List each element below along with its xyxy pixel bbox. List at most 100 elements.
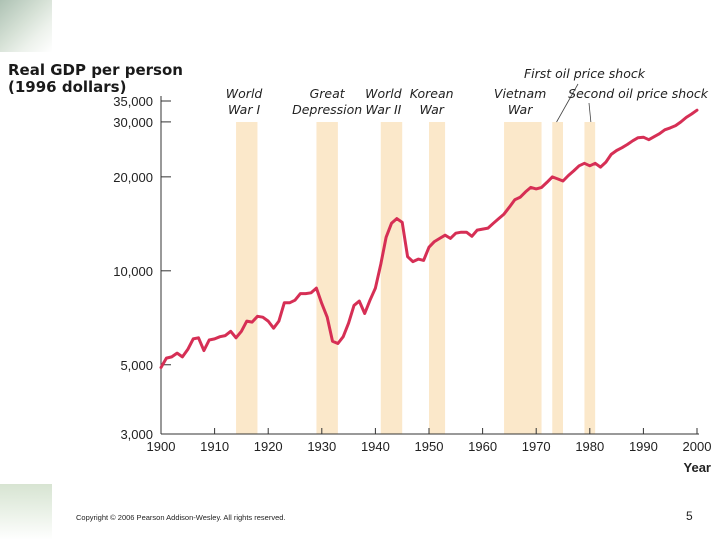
y-tick-label: 30,000 (113, 115, 153, 130)
data-point (396, 217, 398, 220)
axes: 3,000 5,000 10,000 20,000 30,000 35,000 1900 19… (113, 94, 711, 454)
data-point (331, 340, 334, 343)
data-point (192, 338, 194, 340)
band-world-war-1 (236, 122, 258, 434)
data-point (615, 149, 618, 152)
x-tick-label: 1960 (468, 439, 497, 454)
data-point (353, 304, 355, 307)
data-point (508, 206, 511, 208)
y-tick-label: 35,000 (113, 94, 153, 109)
data-point (696, 109, 698, 111)
data-point (369, 299, 371, 302)
band-label-world-war-2: World (365, 86, 402, 101)
data-point (449, 237, 452, 240)
second-oil-price-shock-label: Second oil price shock (568, 86, 709, 101)
data-point (540, 186, 543, 189)
data-point (594, 162, 596, 165)
data-point (642, 136, 645, 138)
x-axis-title: Year (684, 460, 711, 475)
data-point (455, 232, 457, 234)
data-point (288, 302, 291, 304)
data-point (197, 337, 200, 339)
data-point (337, 342, 339, 345)
band-second-oil-price-shock (584, 122, 596, 434)
data-point (213, 338, 216, 340)
band-label-korean-war: Korean (410, 86, 454, 101)
data-point (481, 228, 484, 230)
x-tick-label: 1900 (147, 439, 176, 454)
series-layer (159, 108, 699, 369)
data-point (170, 356, 173, 358)
band-great-depression (316, 122, 338, 434)
leader-line-first-oil-price-shock (556, 83, 579, 123)
copyright-notice: Copyright © 2006 Pearson Addison-Wesley.… (76, 513, 286, 522)
y-tick-label: 3,000 (120, 427, 153, 442)
data-point (690, 113, 693, 115)
data-point (621, 146, 623, 149)
x-tick-label: 1920 (254, 439, 283, 454)
data-point (487, 227, 489, 229)
data-point (347, 322, 350, 324)
leader-line-second-oil-price-shock (588, 102, 592, 123)
data-point (380, 263, 382, 266)
data-point (358, 300, 361, 302)
band-world-war-2 (380, 122, 403, 434)
data-point (605, 161, 607, 163)
event-bands (236, 122, 596, 434)
y-tick-label: 20,000 (113, 170, 153, 185)
data-point (251, 321, 253, 323)
data-point (524, 191, 527, 193)
data-point (653, 135, 655, 138)
data-point (664, 129, 666, 131)
data-point (374, 287, 377, 289)
data-point (465, 231, 468, 233)
data-point (406, 255, 409, 258)
data-point (572, 170, 575, 172)
data-point (626, 143, 629, 146)
data-point (385, 236, 387, 239)
data-point (460, 231, 463, 233)
data-point (444, 234, 446, 236)
x-tick-label: 1940 (361, 439, 390, 454)
band-label-world-war-2: War II (366, 102, 402, 117)
data-point (497, 217, 500, 220)
data-point (278, 320, 280, 322)
data-point (417, 258, 420, 260)
band-first-oil-price-shock (552, 122, 563, 434)
data-point (471, 235, 473, 238)
x-tick-label: 1910 (200, 439, 229, 454)
data-point (556, 178, 559, 180)
band-label-great-depression: Depression (292, 102, 362, 117)
x-tick-label: 1970 (522, 439, 551, 454)
data-point (530, 186, 532, 189)
data-point (610, 153, 612, 156)
data-point (235, 337, 237, 339)
band-label-vietnam-war: War (508, 102, 533, 117)
data-point (219, 335, 221, 338)
data-point (256, 315, 259, 318)
data-point (283, 302, 286, 304)
y-tick-label: 5,000 (120, 358, 153, 373)
x-tick-label: 1980 (575, 439, 604, 454)
data-point (433, 240, 436, 243)
data-point (492, 222, 495, 225)
data-point (208, 339, 210, 341)
band-label-great-depression: Great (310, 86, 346, 101)
data-point (401, 221, 404, 224)
data-point (272, 327, 275, 330)
data-point (428, 246, 430, 248)
data-point (412, 260, 414, 263)
data-point (637, 136, 639, 139)
data-point (535, 188, 537, 190)
data-point (503, 213, 505, 215)
band-vietnam-war (504, 122, 542, 434)
data-point (310, 292, 312, 294)
data-point (567, 174, 570, 177)
data-point (181, 356, 184, 358)
data-point (583, 162, 586, 165)
data-point (294, 299, 296, 302)
data-point (390, 222, 393, 225)
data-point (203, 349, 205, 352)
